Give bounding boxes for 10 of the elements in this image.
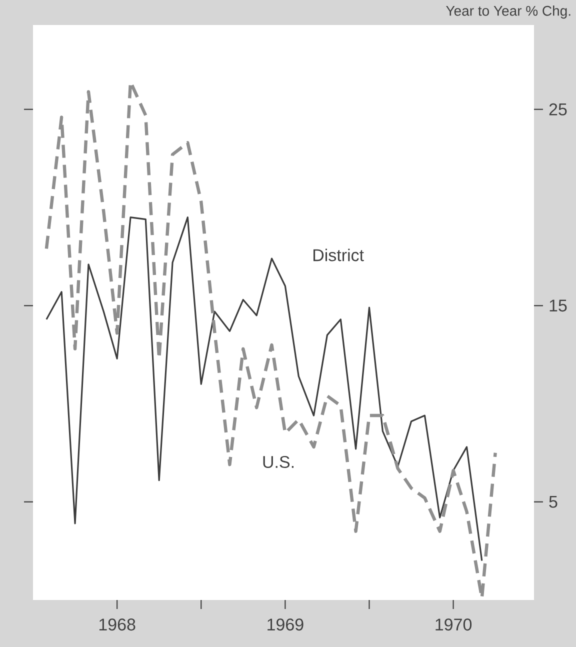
line-series — [46, 216, 483, 562]
y-tick-label: 25 — [549, 103, 567, 116]
y-tick-label: 15 — [550, 300, 567, 312]
y-axis-title: Year to Year % Chg. — [446, 6, 570, 19]
y-tick-label: 5 — [549, 496, 558, 508]
text: District — [313, 248, 364, 262]
series-label: U.S. — [263, 456, 294, 468]
x-tick-label: 1970 — [436, 618, 472, 631]
x-tick-label: 1968 — [99, 618, 136, 631]
x-tick-label: 1969 — [268, 618, 304, 631]
